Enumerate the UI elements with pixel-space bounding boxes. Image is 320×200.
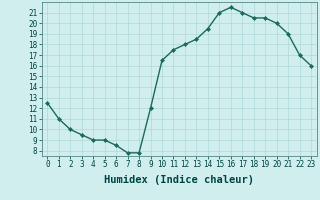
X-axis label: Humidex (Indice chaleur): Humidex (Indice chaleur) — [104, 175, 254, 185]
